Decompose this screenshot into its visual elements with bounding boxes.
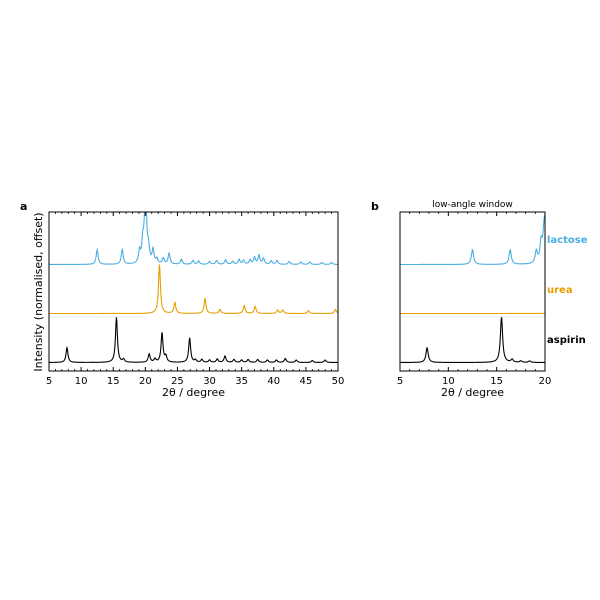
panel-b-x-ticks: 5 10 15 20: [397, 212, 552, 387]
panel-b-x-axis-label: 2θ / degree: [441, 386, 504, 399]
x-tick-label: 15: [107, 376, 120, 387]
panel-a-letter: a: [20, 200, 27, 213]
series-line-lactose: [400, 214, 545, 266]
series-label-urea: urea: [547, 285, 573, 296]
x-tick-label: 5: [46, 376, 52, 387]
panel-a: a 5 10 15 20 25 30 35 40 45 50 2θ / degree Intens…: [20, 200, 344, 399]
x-tick-label: 10: [442, 376, 455, 387]
panel-a-frame: [48, 211, 339, 372]
x-tick-label: 10: [75, 376, 88, 387]
x-tick-label: 40: [267, 376, 280, 387]
x-tick-label: 30: [203, 376, 216, 387]
panel-b: b low-angle window 5 10 15 20 2θ / degree l…: [371, 200, 588, 399]
series-label-aspirin: aspirin: [547, 335, 586, 346]
panel-b-series-labels: lactose urea aspirin: [547, 235, 588, 346]
panel-b-frame: [399, 211, 546, 372]
panel-b-title: low-angle window: [432, 200, 513, 210]
series-line-urea: [49, 264, 338, 315]
x-tick-label: 5: [397, 376, 403, 387]
panel-a-x-ticks: 5 10 15 20 25 30 35 40 45 50: [46, 212, 345, 387]
x-tick-label: 25: [171, 376, 184, 387]
x-tick-label: 20: [139, 376, 152, 387]
series-line-lactose: [49, 212, 338, 266]
x-tick-label: 35: [235, 376, 248, 387]
series-line-aspirin: [49, 317, 338, 364]
x-tick-label: 45: [300, 376, 313, 387]
x-tick-label: 15: [490, 376, 503, 387]
panel-a-y-axis-label: Intensity (normalised, offset): [32, 212, 45, 371]
series-line-aspirin: [400, 317, 545, 364]
panel-a-plot-area: [49, 212, 338, 364]
x-tick-label: 20: [539, 376, 552, 387]
panel-a-x-axis-label: 2θ / degree: [162, 386, 225, 399]
panel-b-letter: b: [371, 200, 379, 213]
panel-b-plot-area: [400, 214, 545, 364]
x-tick-label: 50: [332, 376, 345, 387]
series-label-lactose: lactose: [547, 235, 588, 246]
